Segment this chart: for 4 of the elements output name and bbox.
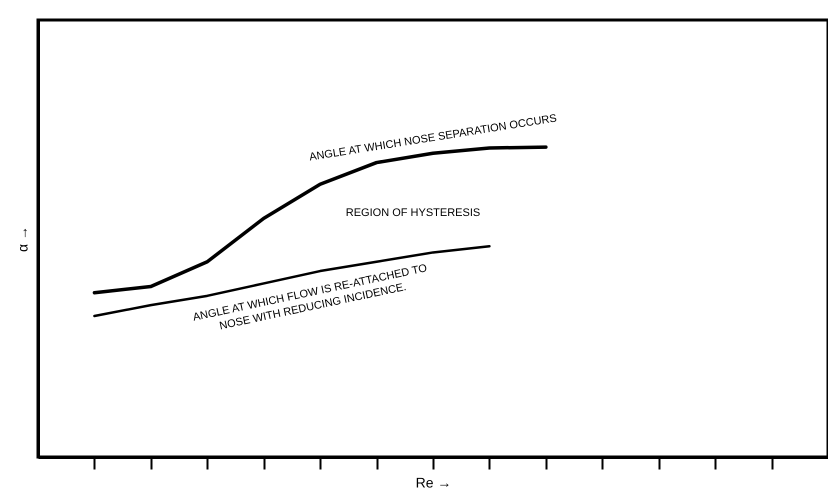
y-axis-title: α → (14, 226, 30, 252)
annotation: REGION OF HYSTERESIS (346, 207, 480, 219)
annotation: ANGLE AT WHICH NOSE SEPARATION OCCURS (308, 112, 558, 164)
x-axis-title: Re → (416, 474, 452, 490)
